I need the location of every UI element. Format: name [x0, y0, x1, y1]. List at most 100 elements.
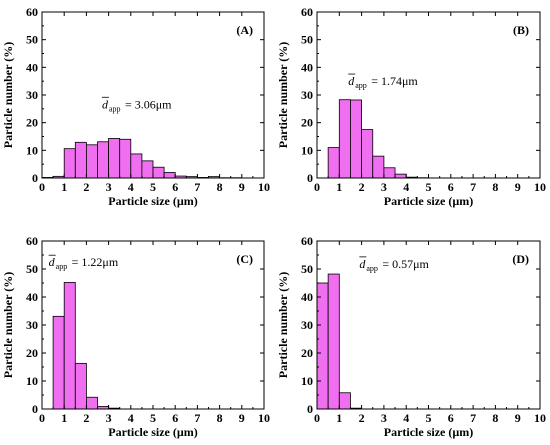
mean-size-annotation: d app = 0.57μm — [359, 256, 430, 273]
x-axis-title: Particle size (µm) — [384, 194, 474, 208]
y-tick-label: 40 — [26, 290, 38, 304]
histogram-bar — [108, 138, 121, 179]
y-tick-label: 10 — [26, 143, 38, 157]
d-subscript: app — [109, 104, 121, 113]
y-tick-label: 40 — [26, 60, 38, 74]
y-tick-label: 50 — [26, 33, 38, 47]
x-tick-label: 4 — [403, 180, 409, 194]
x-tick-label: 7 — [194, 180, 200, 194]
histogram-bar — [97, 141, 110, 179]
x-tick-label: 8 — [217, 180, 223, 194]
y-tick-label: 10 — [301, 143, 313, 157]
y-tick-label: 50 — [301, 262, 313, 276]
x-tick-label: 10 — [258, 180, 270, 194]
x-axis-title: Particle size (µm) — [384, 425, 474, 439]
histogram-bar — [338, 392, 351, 410]
y-tick-label: 0 — [307, 171, 313, 185]
x-axis-title: Particle size (µm) — [108, 194, 198, 208]
x-tick-label: 6 — [448, 180, 454, 194]
histogram-bar — [74, 362, 87, 410]
histogram-bar — [52, 315, 65, 410]
histogram-bar — [394, 173, 407, 179]
y-tick-label: 60 — [26, 5, 38, 19]
x-tick-label: 1 — [61, 411, 67, 425]
d-symbol: d — [359, 257, 366, 271]
x-tick-label: 1 — [336, 180, 342, 194]
x-tick-label: 2 — [83, 180, 89, 194]
x-tick-label: 4 — [128, 411, 134, 425]
histogram-bar — [316, 282, 329, 410]
y-tick-label: 0 — [307, 402, 313, 416]
panel-label: (A) — [236, 23, 253, 37]
x-tick-label: 3 — [381, 180, 387, 194]
histogram-bar — [338, 99, 351, 179]
y-tick-label: 30 — [301, 318, 313, 332]
x-tick-label: 10 — [534, 411, 546, 425]
y-tick-label: 60 — [301, 234, 313, 248]
y-tick-label: 10 — [301, 374, 313, 388]
x-tick-label: 9 — [239, 180, 245, 194]
x-tick-label: 5 — [150, 411, 156, 425]
y-tick-label: 30 — [26, 88, 38, 102]
d-symbol: d — [348, 74, 355, 88]
x-tick-label: 1 — [61, 180, 67, 194]
x-tick-label: 5 — [426, 180, 432, 194]
y-tick-label: 30 — [301, 88, 313, 102]
chart-panel-b: 0 1 2 3 4 5 6 7 8 9 10 0 10 20 30 40 50 60 Particle size (… — [276, 5, 546, 208]
y-tick-label: 20 — [301, 116, 313, 130]
histogram-bar — [63, 148, 76, 179]
x-tick-label: 0 — [314, 180, 320, 194]
x-tick-label: 4 — [403, 411, 409, 425]
d-symbol: d — [102, 97, 109, 111]
y-axis-title: Particle number (%) — [1, 42, 15, 148]
histogram-bar — [327, 147, 340, 179]
mean-size-value: = 3.06μm — [125, 97, 172, 111]
d-subscript: app — [56, 262, 68, 271]
x-tick-label: 9 — [515, 180, 521, 194]
histogram-bar — [63, 282, 76, 410]
y-tick-label: 0 — [32, 402, 38, 416]
d-subscript: app — [355, 81, 367, 90]
y-tick-label: 20 — [26, 346, 38, 360]
x-tick-label: 5 — [150, 180, 156, 194]
x-tick-label: 3 — [106, 180, 112, 194]
histogram-bar — [130, 153, 143, 179]
y-tick-label: 60 — [26, 234, 38, 248]
x-tick-label: 6 — [172, 180, 178, 194]
x-tick-label: 6 — [172, 411, 178, 425]
x-tick-label: 9 — [515, 411, 521, 425]
histogram-bar — [119, 138, 132, 179]
x-tick-label: 2 — [83, 411, 89, 425]
y-tick-label: 20 — [26, 116, 38, 130]
y-tick-label: 30 — [26, 318, 38, 332]
panel-label: (B) — [513, 23, 529, 37]
histogram-bar — [86, 144, 98, 179]
panel-label: (C) — [236, 252, 253, 266]
histogram-bar — [86, 396, 98, 410]
x-tick-label: 10 — [258, 411, 270, 425]
histogram-bar — [163, 172, 176, 179]
y-axis-title: Particle number (%) — [1, 272, 15, 378]
x-tick-label: 4 — [128, 180, 134, 194]
mean-size-value: = 1.74μm — [371, 74, 418, 88]
y-tick-label: 60 — [301, 5, 313, 19]
x-tick-label: 5 — [426, 411, 432, 425]
x-tick-label: 10 — [534, 180, 546, 194]
x-tick-label: 7 — [470, 180, 476, 194]
x-tick-label: 1 — [336, 411, 342, 425]
x-tick-label: 7 — [470, 411, 476, 425]
d-subscript: app — [366, 264, 378, 273]
histogram-bar — [361, 129, 374, 179]
panel-label: (D) — [512, 252, 529, 266]
histogram-bar — [327, 273, 340, 410]
x-tick-label: 7 — [194, 411, 200, 425]
x-tick-label: 8 — [492, 180, 498, 194]
histogram-bar — [372, 155, 385, 179]
x-tick-label: 3 — [106, 411, 112, 425]
y-tick-label: 50 — [26, 262, 38, 276]
x-axis-title: Particle size (µm) — [108, 425, 198, 439]
y-tick-label: 0 — [32, 171, 38, 185]
histogram-bar — [152, 166, 165, 179]
chart-panel-c: 0 1 2 3 4 5 6 7 8 9 10 0 10 20 30 40 50 60 Particle size (… — [1, 234, 270, 439]
